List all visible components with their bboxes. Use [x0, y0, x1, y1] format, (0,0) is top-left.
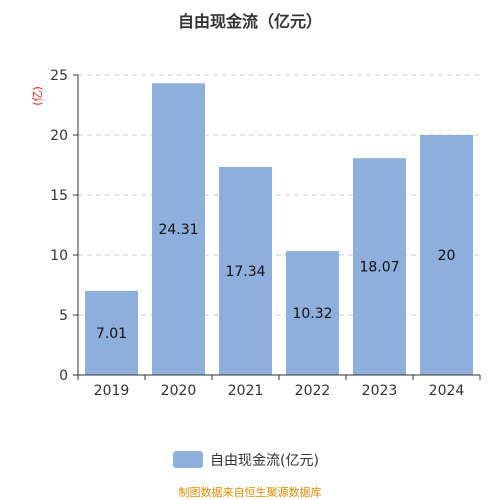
legend-label: 自由现金流(亿元)	[210, 453, 319, 469]
axes: 0 5 10 15 20 25 2019 2020 2021 2022 2023 2024	[50, 68, 481, 399]
bar-2023[interactable]	[353, 158, 406, 375]
data-labels: 7.01 24.31 17.34 10.32 18.07 20	[96, 222, 456, 342]
x-tick-label-2023: 2023	[362, 383, 398, 399]
source-note: 制图数据来自恒生聚源数据库	[178, 486, 322, 499]
data-label-2020: 24.31	[158, 222, 198, 238]
y-axis-label: (亿)	[31, 86, 44, 106]
x-tick-label-2021: 2021	[228, 383, 264, 399]
bar-2022[interactable]	[286, 251, 339, 375]
data-label-2019: 7.01	[96, 326, 127, 342]
bar-2024[interactable]	[420, 135, 473, 375]
y-tick-label: 0	[59, 368, 68, 384]
x-tick-label-2019: 2019	[94, 383, 130, 399]
x-tick-label-2022: 2022	[295, 383, 331, 399]
chart-title: 自由现金流（亿元）	[177, 12, 322, 31]
x-tick-label-2020: 2020	[161, 383, 197, 399]
y-tick-label: 10	[50, 248, 68, 264]
y-tick-label: 20	[50, 128, 68, 144]
data-label-2024: 20	[438, 248, 456, 264]
x-tick-label-2024: 2024	[429, 383, 465, 399]
y-tick-label: 5	[59, 308, 68, 324]
data-label-2023: 18.07	[359, 260, 399, 276]
bar-2019[interactable]	[85, 290, 138, 375]
bar-2021[interactable]	[219, 166, 272, 375]
data-label-2021: 17.34	[225, 264, 265, 280]
bar-2020[interactable]	[152, 83, 205, 375]
grid-lines	[78, 74, 480, 316]
y-tick-label: 15	[50, 188, 68, 204]
legend-swatch	[173, 451, 203, 468]
bars	[85, 83, 473, 375]
data-label-2022: 10.32	[292, 306, 332, 322]
y-tick-label: 25	[50, 68, 68, 84]
legend[interactable]: 自由现金流(亿元)	[173, 451, 319, 469]
